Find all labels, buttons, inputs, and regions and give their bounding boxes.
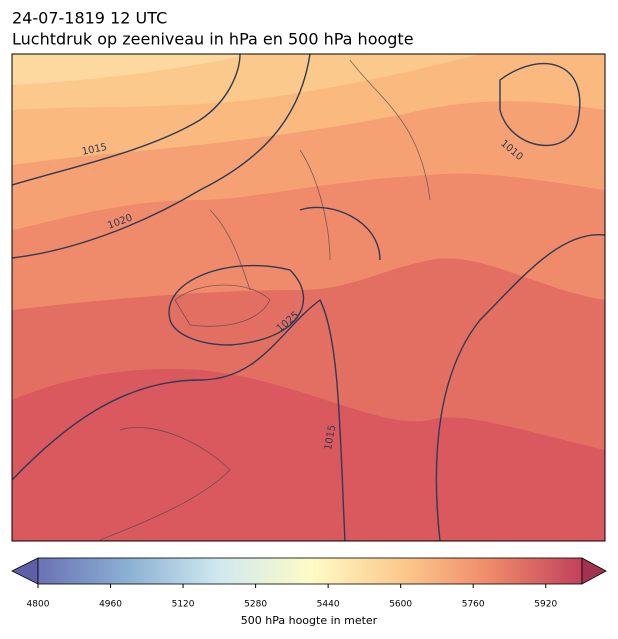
colorbar-tick-label: 5920 — [534, 600, 557, 610]
colorbar-label: 500 hPa hoogte in meter — [241, 614, 378, 627]
title: 24-07-1819 12 UTC — [12, 9, 167, 28]
subtitle: Luchtdruk op zeeniveau in hPa en 500 hPa… — [12, 30, 414, 49]
colorbar-tick-label: 5600 — [389, 600, 412, 610]
colorbar-tick-label: 4800 — [27, 600, 50, 610]
colorbar-tick-label: 5280 — [244, 600, 267, 610]
colorbar-tick-label: 5760 — [462, 600, 485, 610]
colorbar-tick-label: 5440 — [317, 600, 340, 610]
contour-label: 1015 — [323, 424, 338, 451]
colorbar-tick-label: 5120 — [172, 600, 195, 610]
map-frame — [11, 53, 606, 542]
contour-label: 1015 — [81, 142, 108, 158]
colorbar-tick-label: 4960 — [99, 600, 122, 610]
map: 1015 1020 1025 1010 1015 — [12, 54, 605, 541]
colorbar — [11, 557, 607, 585]
